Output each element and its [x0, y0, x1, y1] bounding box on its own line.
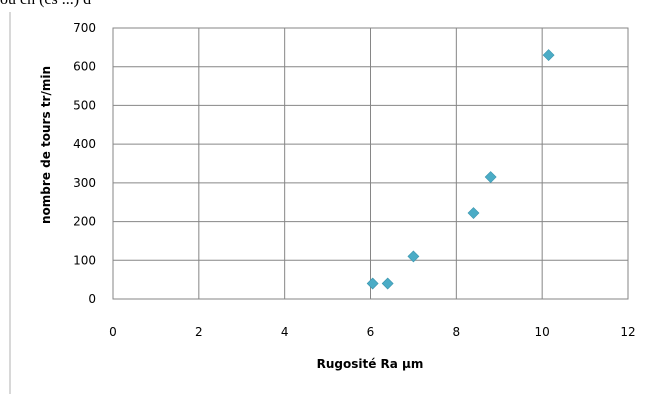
- x-tick-label: 8: [453, 325, 461, 339]
- y-tick-label: 200: [73, 215, 96, 229]
- x-tick-label: 0: [109, 325, 117, 339]
- x-tick-label: 2: [195, 325, 203, 339]
- y-axis-title: nombre de tours tr/min: [39, 66, 53, 224]
- y-tick-label: 100: [73, 253, 96, 267]
- y-tick-label: 400: [73, 137, 96, 151]
- tick-labels: 0 100 200 300 400 500 600 700 0 2 4 6 8 10 12: [73, 21, 636, 339]
- plot-area-border: [112, 27, 629, 300]
- data-point-diamond: [407, 250, 420, 263]
- data-point-diamond: [366, 277, 379, 290]
- x-tick-label: 12: [620, 325, 635, 339]
- x-tick-label: 10: [535, 325, 550, 339]
- x-tick-label: 4: [281, 325, 289, 339]
- y-tick-label: 500: [73, 98, 96, 112]
- y-tick-label: 0: [88, 292, 96, 306]
- grid-layer: [112, 27, 629, 300]
- data-point-diamond: [381, 277, 394, 290]
- page-header-text: ou ch (cs ...) d: [0, 0, 91, 9]
- y-tick-label: 300: [73, 176, 96, 190]
- x-axis-title: Rugosité Ra µm: [317, 357, 424, 371]
- x-tick-label: 6: [367, 325, 375, 339]
- data-point-diamond: [467, 207, 480, 219]
- y-tick-label: 600: [73, 60, 96, 74]
- y-tick-label: 700: [73, 21, 96, 35]
- data-point-diamond: [484, 171, 497, 183]
- data-point-diamond: [542, 49, 555, 62]
- data-points: [366, 49, 555, 290]
